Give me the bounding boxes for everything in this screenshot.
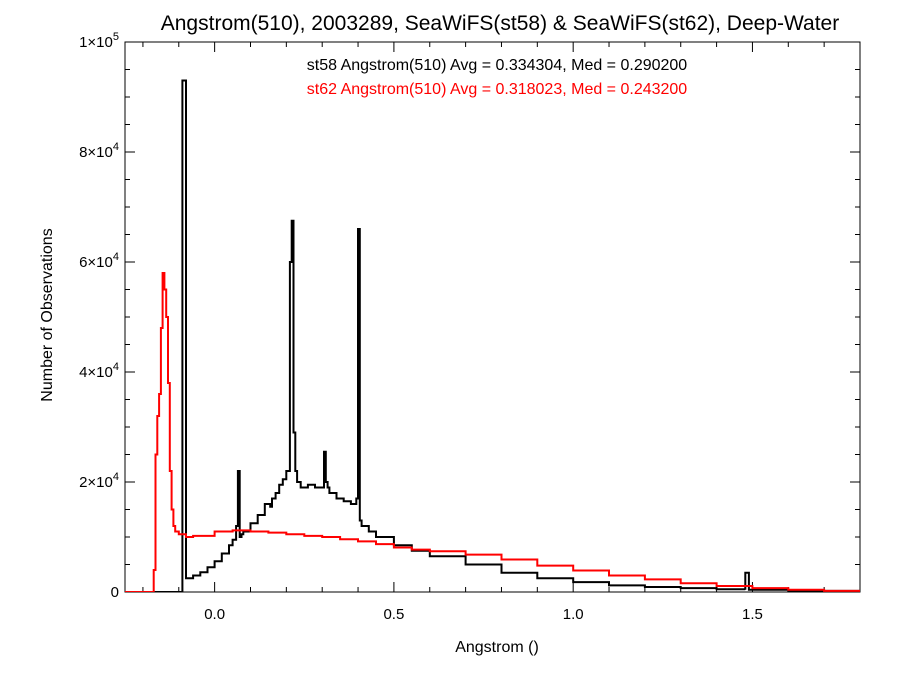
x-axis-label: Angstrom ()	[455, 639, 539, 656]
y-tick-label: 4×104	[79, 361, 119, 381]
y-tick-label: 1×105	[79, 31, 119, 51]
y-tick-label: 8×104	[79, 141, 119, 161]
series-layer	[125, 79, 860, 592]
x-tick-label: 1.5	[742, 606, 763, 623]
legend-entry-st62: st62 Angstrom(510) Avg = 0.318023, Med =…	[307, 81, 688, 98]
plot-axes: 0.0 0.5 1.0 1.5 0 2×104 4×104 6×104 8×104 1×105	[79, 31, 861, 623]
chart-title: Angstrom(510), 2003289, SeaWiFS(st58) & …	[161, 12, 839, 35]
x-tick-label: 0.5	[383, 606, 404, 623]
series-line-st62	[125, 272, 860, 592]
legend: st58 Angstrom(510) Avg = 0.334304, Med =…	[307, 57, 688, 98]
series-line-st58	[125, 79, 860, 592]
y-tick-label: 6×104	[79, 251, 119, 271]
legend-entry-st58: st58 Angstrom(510) Avg = 0.334304, Med =…	[307, 57, 688, 74]
y-axis-label: Number of Observations	[39, 228, 56, 401]
y-tick-label: 0	[111, 584, 119, 601]
x-tick-label: 0.0	[204, 606, 225, 623]
y-tick-label: 2×104	[79, 471, 119, 491]
x-tick-label: 1.0	[563, 606, 584, 623]
plot-frame	[124, 41, 861, 593]
